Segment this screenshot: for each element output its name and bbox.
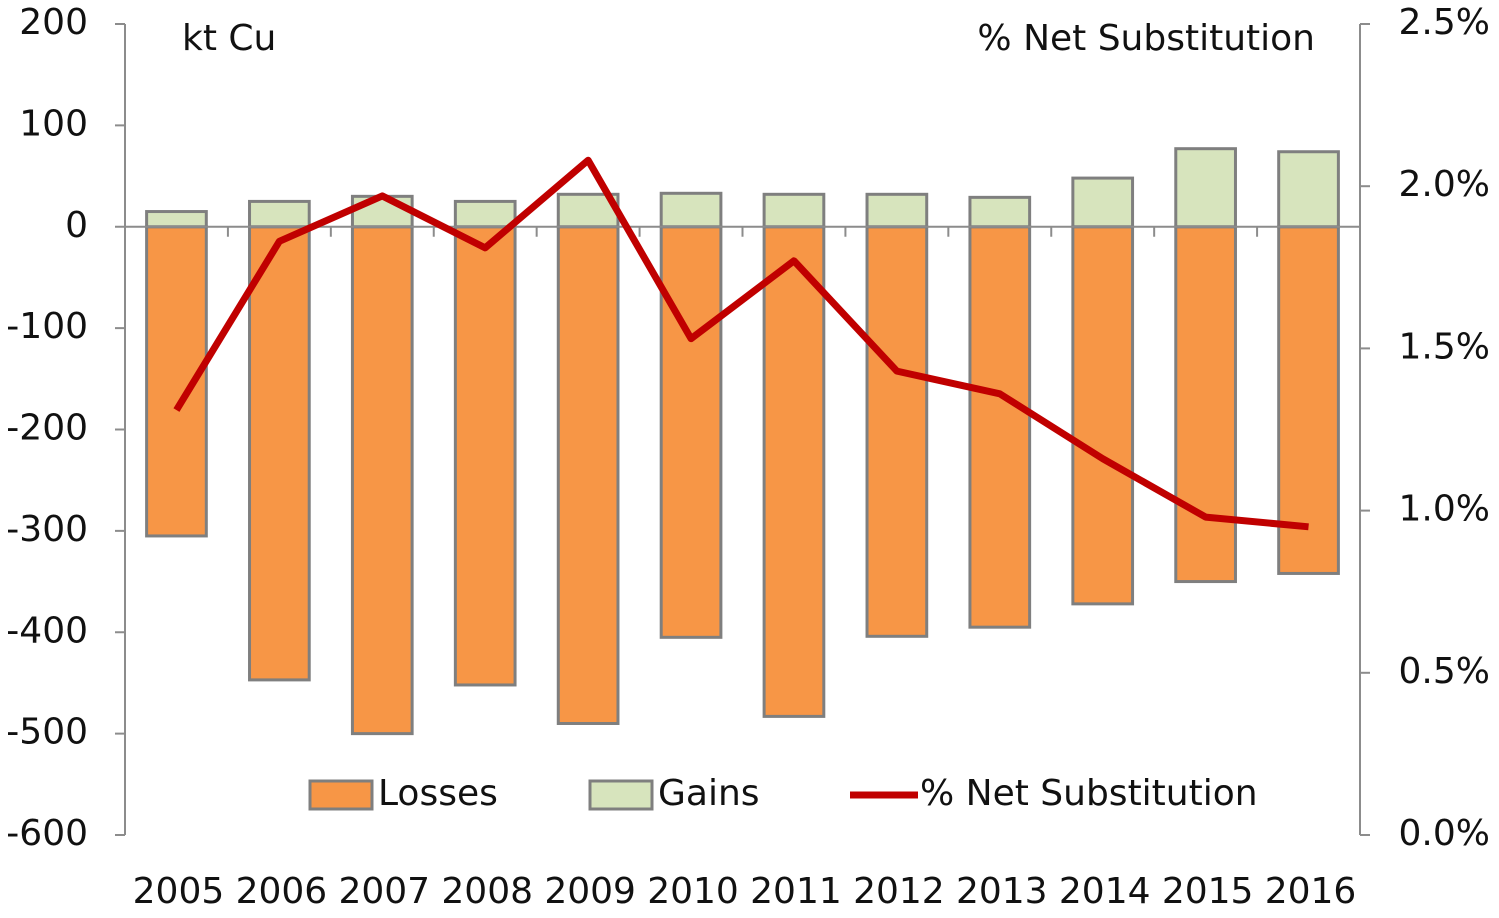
- bar: [1071, 176, 1135, 229]
- x-tick-label: 2015: [1162, 871, 1254, 912]
- bar: [865, 225, 929, 638]
- y-tick-label: -200: [6, 408, 88, 449]
- y-tick-label: -600: [6, 813, 88, 854]
- bar: [556, 225, 620, 725]
- x-tick-label: 2008: [441, 871, 533, 912]
- bar: [762, 192, 826, 229]
- x-tick-label: 2014: [1059, 871, 1151, 912]
- legend-label: Losses: [378, 773, 498, 814]
- bar: [145, 210, 208, 229]
- bar: [350, 194, 414, 229]
- line: [173, 156, 1309, 531]
- y-tick-label: -400: [6, 610, 88, 651]
- bar: [865, 192, 929, 229]
- bar: [968, 225, 1032, 629]
- bar: [1071, 225, 1135, 606]
- y-tick-label: -300: [6, 509, 88, 550]
- y-tick-label: -500: [6, 712, 88, 753]
- bar: [762, 225, 826, 718]
- legend-swatch: [308, 779, 374, 811]
- bar: [1277, 150, 1340, 229]
- legend-label: % Net Substitution: [920, 773, 1258, 814]
- x-tick-label: 2011: [750, 871, 842, 912]
- x-tick-label: 2009: [544, 871, 636, 912]
- x-tick-label: 2005: [133, 871, 225, 912]
- bar: [659, 225, 723, 639]
- y2-tick-label: 2.5%: [1399, 2, 1490, 43]
- bar: [248, 225, 311, 682]
- bar: [350, 225, 414, 736]
- bar: [453, 225, 517, 687]
- y-tick-label: -100: [6, 306, 88, 347]
- bar: [453, 199, 517, 229]
- x-tick-label: 2006: [236, 871, 328, 912]
- y2-tick-label: 0.5%: [1399, 651, 1490, 692]
- x-tick-label: 2010: [647, 871, 739, 912]
- x-tick-label: 2016: [1265, 871, 1357, 912]
- x-tick-label: 2013: [956, 871, 1048, 912]
- bar: [1174, 225, 1237, 584]
- bar: [248, 199, 311, 229]
- y2-axis-label: % Net Substitution: [977, 18, 1315, 59]
- y2-tick-label: 2.0%: [1399, 164, 1490, 205]
- y2-tick-label: 0.0%: [1399, 813, 1490, 854]
- y-axis-label: kt Cu: [182, 18, 276, 59]
- y2-tick-label: 1.5%: [1399, 326, 1490, 367]
- legend-swatch: [588, 779, 654, 811]
- y-tick-label: 100: [19, 103, 88, 144]
- bar: [659, 191, 723, 229]
- y-tick-label: 0: [65, 205, 88, 246]
- x-tick-label: 2007: [338, 871, 430, 912]
- y-tick-label: 200: [19, 2, 88, 43]
- bar: [556, 192, 620, 229]
- x-tick-label: 2012: [853, 871, 945, 912]
- bar: [1277, 225, 1340, 575]
- y2-tick-label: 1.0%: [1399, 489, 1490, 530]
- bar: [968, 195, 1032, 229]
- bar: [1174, 147, 1237, 229]
- legend-label: Gains: [658, 773, 760, 814]
